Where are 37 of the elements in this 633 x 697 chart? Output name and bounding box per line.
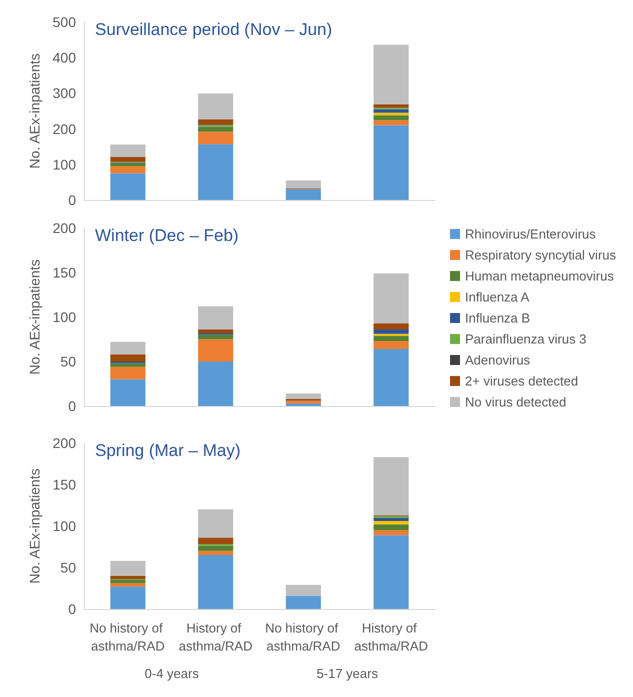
x-tick-label: No history of asthma/RAD (90, 620, 166, 654)
y-tick-label: 50 (60, 560, 76, 576)
legend-label: Parainfluenza virus 3 (465, 332, 586, 346)
text: 5-17 years (316, 666, 378, 681)
y-tick-label: 100 (52, 518, 76, 534)
x-tick-label: History of asthma/RAD (354, 620, 428, 654)
legend-label: No virus detected (465, 394, 566, 410)
text: 0-4 years (144, 666, 200, 681)
y-tick-label: 100 (52, 309, 76, 325)
chart-title: Winter (Dec – Feb) (95, 226, 239, 245)
x-tick-label: History of asthma/RAD (178, 620, 252, 654)
legend-label: Rhinovirus/Enterovirus (465, 226, 596, 242)
y-tick-label: 50 (60, 354, 76, 370)
y-axis-title: No. AEx-inpatients (26, 53, 43, 169)
y-tick-label: 400 (52, 50, 76, 66)
legend-label: Influenza A (465, 290, 530, 304)
y-tick-label: 200 (52, 435, 76, 451)
y-tick-label: 150 (52, 476, 76, 492)
chart-title: Spring (Mar – May) (95, 441, 240, 460)
y-tick-label: 0 (68, 601, 76, 617)
y-tick-label: 100 (52, 156, 76, 172)
y-axis-title: No. AEx-inpatients (26, 468, 43, 584)
legend-label: Human metapneumovirus (465, 268, 614, 284)
y-tick-label: 200 (52, 220, 76, 236)
legend-label: Adenovirus (465, 352, 531, 368)
y-tick-label: 500 (52, 14, 76, 30)
y-tick-label: 300 (52, 85, 76, 102)
chart-title: Surveillance period (Nov – Jun) (95, 20, 332, 39)
legend-label: Respiratory syncytial virus (465, 248, 616, 262)
legend-label: 2+ viruses detected (465, 374, 578, 388)
y-tick-label: 200 (52, 120, 76, 137)
x-tick-label: No history of asthma/RAD (265, 620, 342, 654)
y-tick-label: 0 (68, 192, 76, 208)
y-tick-label: 150 (52, 264, 76, 280)
legend-label: Influenza B (465, 310, 530, 326)
y-axis-title: No. AEx-inpatients (26, 259, 43, 375)
y-tick-label: 0 (68, 398, 76, 414)
